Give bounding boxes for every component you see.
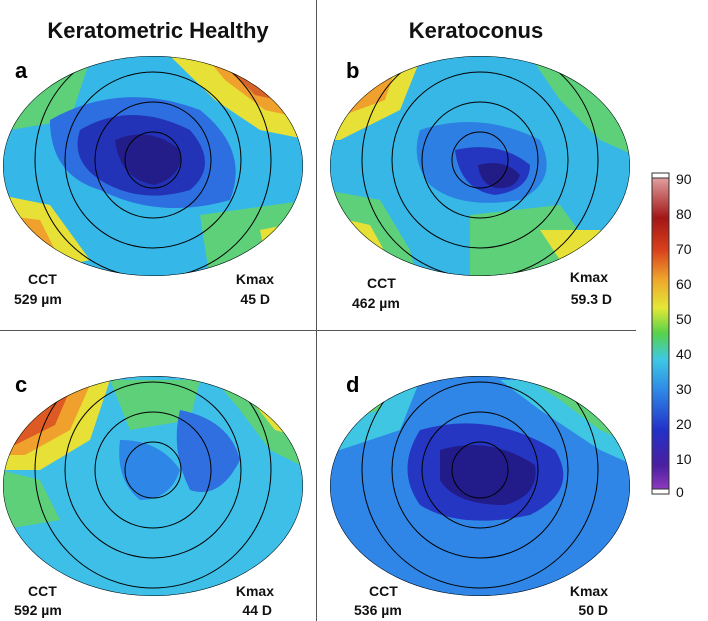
panel-letter-a: a — [15, 58, 28, 83]
cct-value-d: 536 µm — [354, 602, 402, 618]
colorbar-tick-40: 40 — [676, 346, 692, 362]
panel-letter-b: b — [346, 58, 360, 83]
panel-letter-d: d — [346, 372, 360, 397]
cct-label-d: CCT — [369, 583, 398, 599]
kmax-label-d: Kmax — [569, 583, 608, 599]
colorbar — [651, 172, 670, 495]
vertical-divider — [316, 0, 317, 621]
cct-value-a: 529 µm — [14, 291, 62, 307]
colorbar-tick-90: 90 — [676, 171, 692, 187]
colorbar-tick-0: 0 — [676, 484, 684, 500]
cct-value-c: 592 µm — [14, 602, 62, 618]
horizontal-divider — [0, 330, 636, 331]
map-d — [330, 376, 630, 596]
map-a — [3, 56, 303, 276]
colorbar-tick-10: 10 — [676, 451, 692, 467]
colorbar-tick-80: 80 — [676, 206, 692, 222]
kmax-label-a: Kmax — [235, 271, 274, 287]
kmax-value-c: 44 D — [242, 602, 272, 618]
kmax-label-c: Kmax — [235, 583, 274, 599]
kmax-value-a: 45 D — [240, 291, 270, 307]
kmax-value-b: 59.3 D — [570, 291, 612, 307]
colorbar-tick-70: 70 — [676, 241, 692, 257]
kmax-value-d: 50 D — [578, 602, 608, 618]
cct-label-a: CCT — [28, 271, 57, 287]
column-title-left: Keratometric Healthy — [47, 18, 269, 43]
cct-value-b: 462 µm — [352, 295, 400, 311]
cct-label-b: CCT — [367, 275, 396, 291]
map-b — [330, 56, 630, 276]
map-c — [3, 376, 303, 596]
column-title-right: Keratoconus — [408, 18, 544, 43]
colorbar-tick-50: 50 — [676, 311, 692, 327]
cct-label-c: CCT — [28, 583, 57, 599]
kmax-label-b: Kmax — [569, 269, 608, 285]
panel-letter-c: c — [15, 372, 28, 397]
colorbar-tick-60: 60 — [676, 276, 692, 292]
colorbar-tick-20: 20 — [676, 416, 692, 432]
colorbar-tick-30: 30 — [676, 381, 692, 397]
